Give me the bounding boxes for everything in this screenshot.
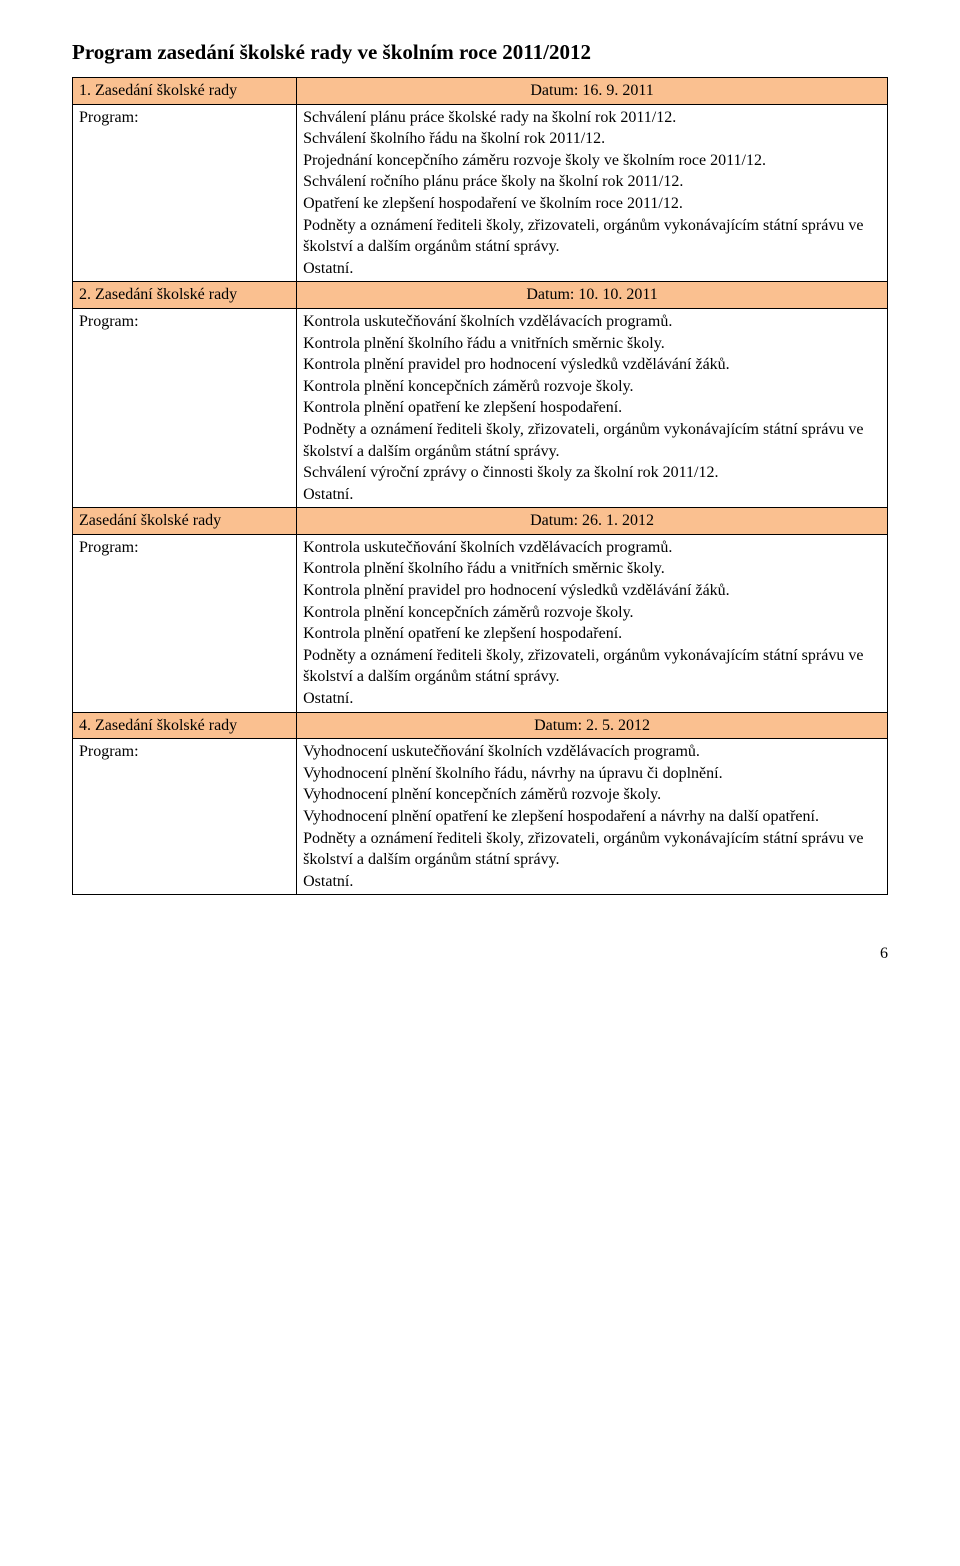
program-item: Opatření ke zlepšení hospodaření ve škol…: [303, 193, 881, 215]
session-header-left: 1. Zasedání školské rady: [73, 78, 297, 105]
program-items-list: Kontrola uskutečňování školních vzděláva…: [303, 311, 881, 505]
program-item: Podněty a oznámení řediteli školy, zřizo…: [303, 828, 881, 871]
program-items-cell: Kontrola uskutečňování školních vzděláva…: [297, 534, 888, 712]
session-program-row: Program: Schválení plánu práce školské ra…: [73, 104, 888, 282]
program-item: Projednání koncepčního záměru rozvoje šk…: [303, 150, 881, 172]
session-header-row: Zasedání školské radyDatum: 26. 1. 2012: [73, 508, 888, 535]
session-header-row: 2. Zasedání školské radyDatum: 10. 10. 2…: [73, 282, 888, 309]
program-item: Schválení výroční zprávy o činnosti škol…: [303, 462, 881, 484]
session-header-right: Datum: 16. 9. 2011: [297, 78, 888, 105]
program-item: Kontrola plnění pravidel pro hodnocení v…: [303, 354, 881, 376]
page: Program zasedání školské rady ve školním…: [0, 0, 960, 915]
program-item: Kontrola uskutečňování školních vzděláva…: [303, 311, 881, 333]
session-header-row: 4. Zasedání školské radyDatum: 2. 5. 201…: [73, 712, 888, 739]
program-item: Kontrola plnění opatření ke zlepšení hos…: [303, 397, 881, 419]
program-item: Kontrola plnění školního řádu a vnitřníc…: [303, 333, 881, 355]
session-header-right: Datum: 10. 10. 2011: [297, 282, 888, 309]
program-item: Kontrola plnění pravidel pro hodnocení v…: [303, 580, 881, 602]
program-item: Schválení ročního plánu práce školy na š…: [303, 171, 881, 193]
page-number: 6: [0, 915, 960, 963]
program-label: Program:: [73, 104, 297, 282]
session-header-right: Datum: 26. 1. 2012: [297, 508, 888, 535]
program-item: Ostatní.: [303, 871, 881, 893]
program-item: Podněty a oznámení řediteli školy, zřizo…: [303, 215, 881, 258]
page-title: Program zasedání školské rady ve školním…: [72, 40, 888, 65]
program-item: Schválení plánu práce školské rady na šk…: [303, 107, 881, 129]
session-program-row: Program: Kontrola uskutečňování školních …: [73, 308, 888, 507]
program-items-list: Kontrola uskutečňování školních vzděláva…: [303, 537, 881, 710]
program-items-list: Vyhodnocení uskutečňování školních vzděl…: [303, 741, 881, 892]
session-header-left: 4. Zasedání školské rady: [73, 712, 297, 739]
program-items-cell: Vyhodnocení uskutečňování školních vzděl…: [297, 739, 888, 895]
program-item: Ostatní.: [303, 484, 881, 506]
program-items-cell: Schválení plánu práce školské rady na šk…: [297, 104, 888, 282]
session-header-left: Zasedání školské rady: [73, 508, 297, 535]
session-header-right: Datum: 2. 5. 2012: [297, 712, 888, 739]
program-label: Program:: [73, 534, 297, 712]
program-label: Program:: [73, 308, 297, 507]
program-item: Vyhodnocení plnění koncepčních záměrů ro…: [303, 784, 881, 806]
session-program-row: Program: Vyhodnocení uskutečňování školní…: [73, 739, 888, 895]
program-label: Program:: [73, 739, 297, 895]
program-item: Vyhodnocení uskutečňování školních vzděl…: [303, 741, 881, 763]
program-item: Podněty a oznámení řediteli školy, zřizo…: [303, 419, 881, 462]
program-items-list: Schválení plánu práce školské rady na šk…: [303, 107, 881, 280]
program-item: Kontrola plnění opatření ke zlepšení hos…: [303, 623, 881, 645]
sessions-table: 1. Zasedání školské radyDatum: 16. 9. 20…: [72, 77, 888, 895]
program-item: Vyhodnocení plnění školního řádu, návrhy…: [303, 763, 881, 785]
program-item: Kontrola plnění koncepčních záměrů rozvo…: [303, 602, 881, 624]
program-item: Ostatní.: [303, 688, 881, 710]
program-item: Vyhodnocení plnění opatření ke zlepšení …: [303, 806, 881, 828]
session-header-left: 2. Zasedání školské rady: [73, 282, 297, 309]
session-program-row: Program: Kontrola uskutečňování školních …: [73, 534, 888, 712]
session-header-row: 1. Zasedání školské radyDatum: 16. 9. 20…: [73, 78, 888, 105]
program-item: Kontrola plnění koncepčních záměrů rozvo…: [303, 376, 881, 398]
program-item: Podněty a oznámení řediteli školy, zřizo…: [303, 645, 881, 688]
program-item: Kontrola plnění školního řádu a vnitřníc…: [303, 558, 881, 580]
program-item: Kontrola uskutečňování školních vzděláva…: [303, 537, 881, 559]
program-item: Ostatní.: [303, 258, 881, 280]
program-items-cell: Kontrola uskutečňování školních vzděláva…: [297, 308, 888, 507]
sessions-tbody: 1. Zasedání školské radyDatum: 16. 9. 20…: [73, 78, 888, 895]
program-item: Schválení školního řádu na školní rok 20…: [303, 128, 881, 150]
